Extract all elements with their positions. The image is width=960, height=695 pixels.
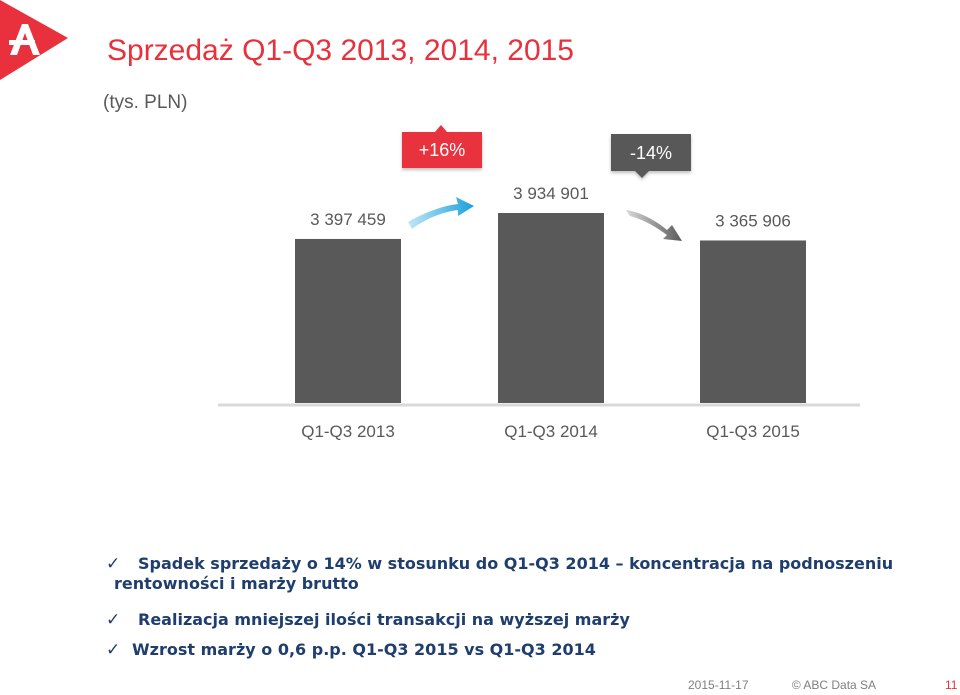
change-callout-down [611,134,691,178]
sales-bar-chart: Q1-Q3 2013 Q1-Q3 2014 Q1-Q3 2015 3 397 459… [218,125,860,441]
category-label: Q1-Q3 2013 [301,422,395,441]
category-label: Q1-Q3 2014 [504,422,598,441]
abc-data-logo [0,0,68,80]
check-icon: ✓ [106,610,121,630]
bullet-item: ✓ Spadek sprzedaży o 14% w stosunku do Q… [104,554,944,594]
bullet-text: Wzrost marży o 0,6 p.p. Q1-Q3 2015 vs Q1… [132,640,596,659]
bullet-text: Spadek sprzedaży o 14% w stosunku do Q1-… [138,554,894,573]
bullet-item: ✓ Realizacja mniejszej ilości transakcji… [104,610,944,630]
bar-2 [498,213,604,403]
bar-value-label: 3 934 901 [513,184,589,203]
unit-label: (tys. PLN) [103,92,188,113]
change-label-up: +16% [419,140,466,160]
trend-up-arrow-icon [408,197,474,229]
check-icon: ✓ [106,640,121,660]
bar-1 [295,238,401,403]
page-title: Sprzedaż Q1-Q3 2013, 2014, 2015 [107,34,574,67]
footer-date: 2015-11-17 [688,678,749,692]
page-number: 11 [945,678,958,692]
footer-copyright: © ABC Data SA [791,678,877,692]
change-label-down: -14% [630,143,672,163]
bullet-list: ✓ Spadek sprzedaży o 14% w stosunku do Q… [104,554,944,660]
bar-3 [700,240,806,403]
trend-down-arrow-icon [626,210,682,241]
check-icon: ✓ [106,554,121,574]
bullet-item: ✓ Wzrost marży o 0,6 p.p. Q1-Q3 2015 vs … [104,640,944,660]
bullet-text: Realizacja mniejszej ilości transakcji n… [138,610,630,629]
change-callout-up [402,125,482,168]
bullet-text-continued: rentowności i marży brutto [114,574,359,593]
footer: 2015-11-17 © ABC Data SA 11 [688,678,957,692]
bar-value-label: 3 397 459 [310,210,386,229]
bar-value-label: 3 365 906 [715,211,791,230]
category-label: Q1-Q3 2015 [706,422,800,441]
